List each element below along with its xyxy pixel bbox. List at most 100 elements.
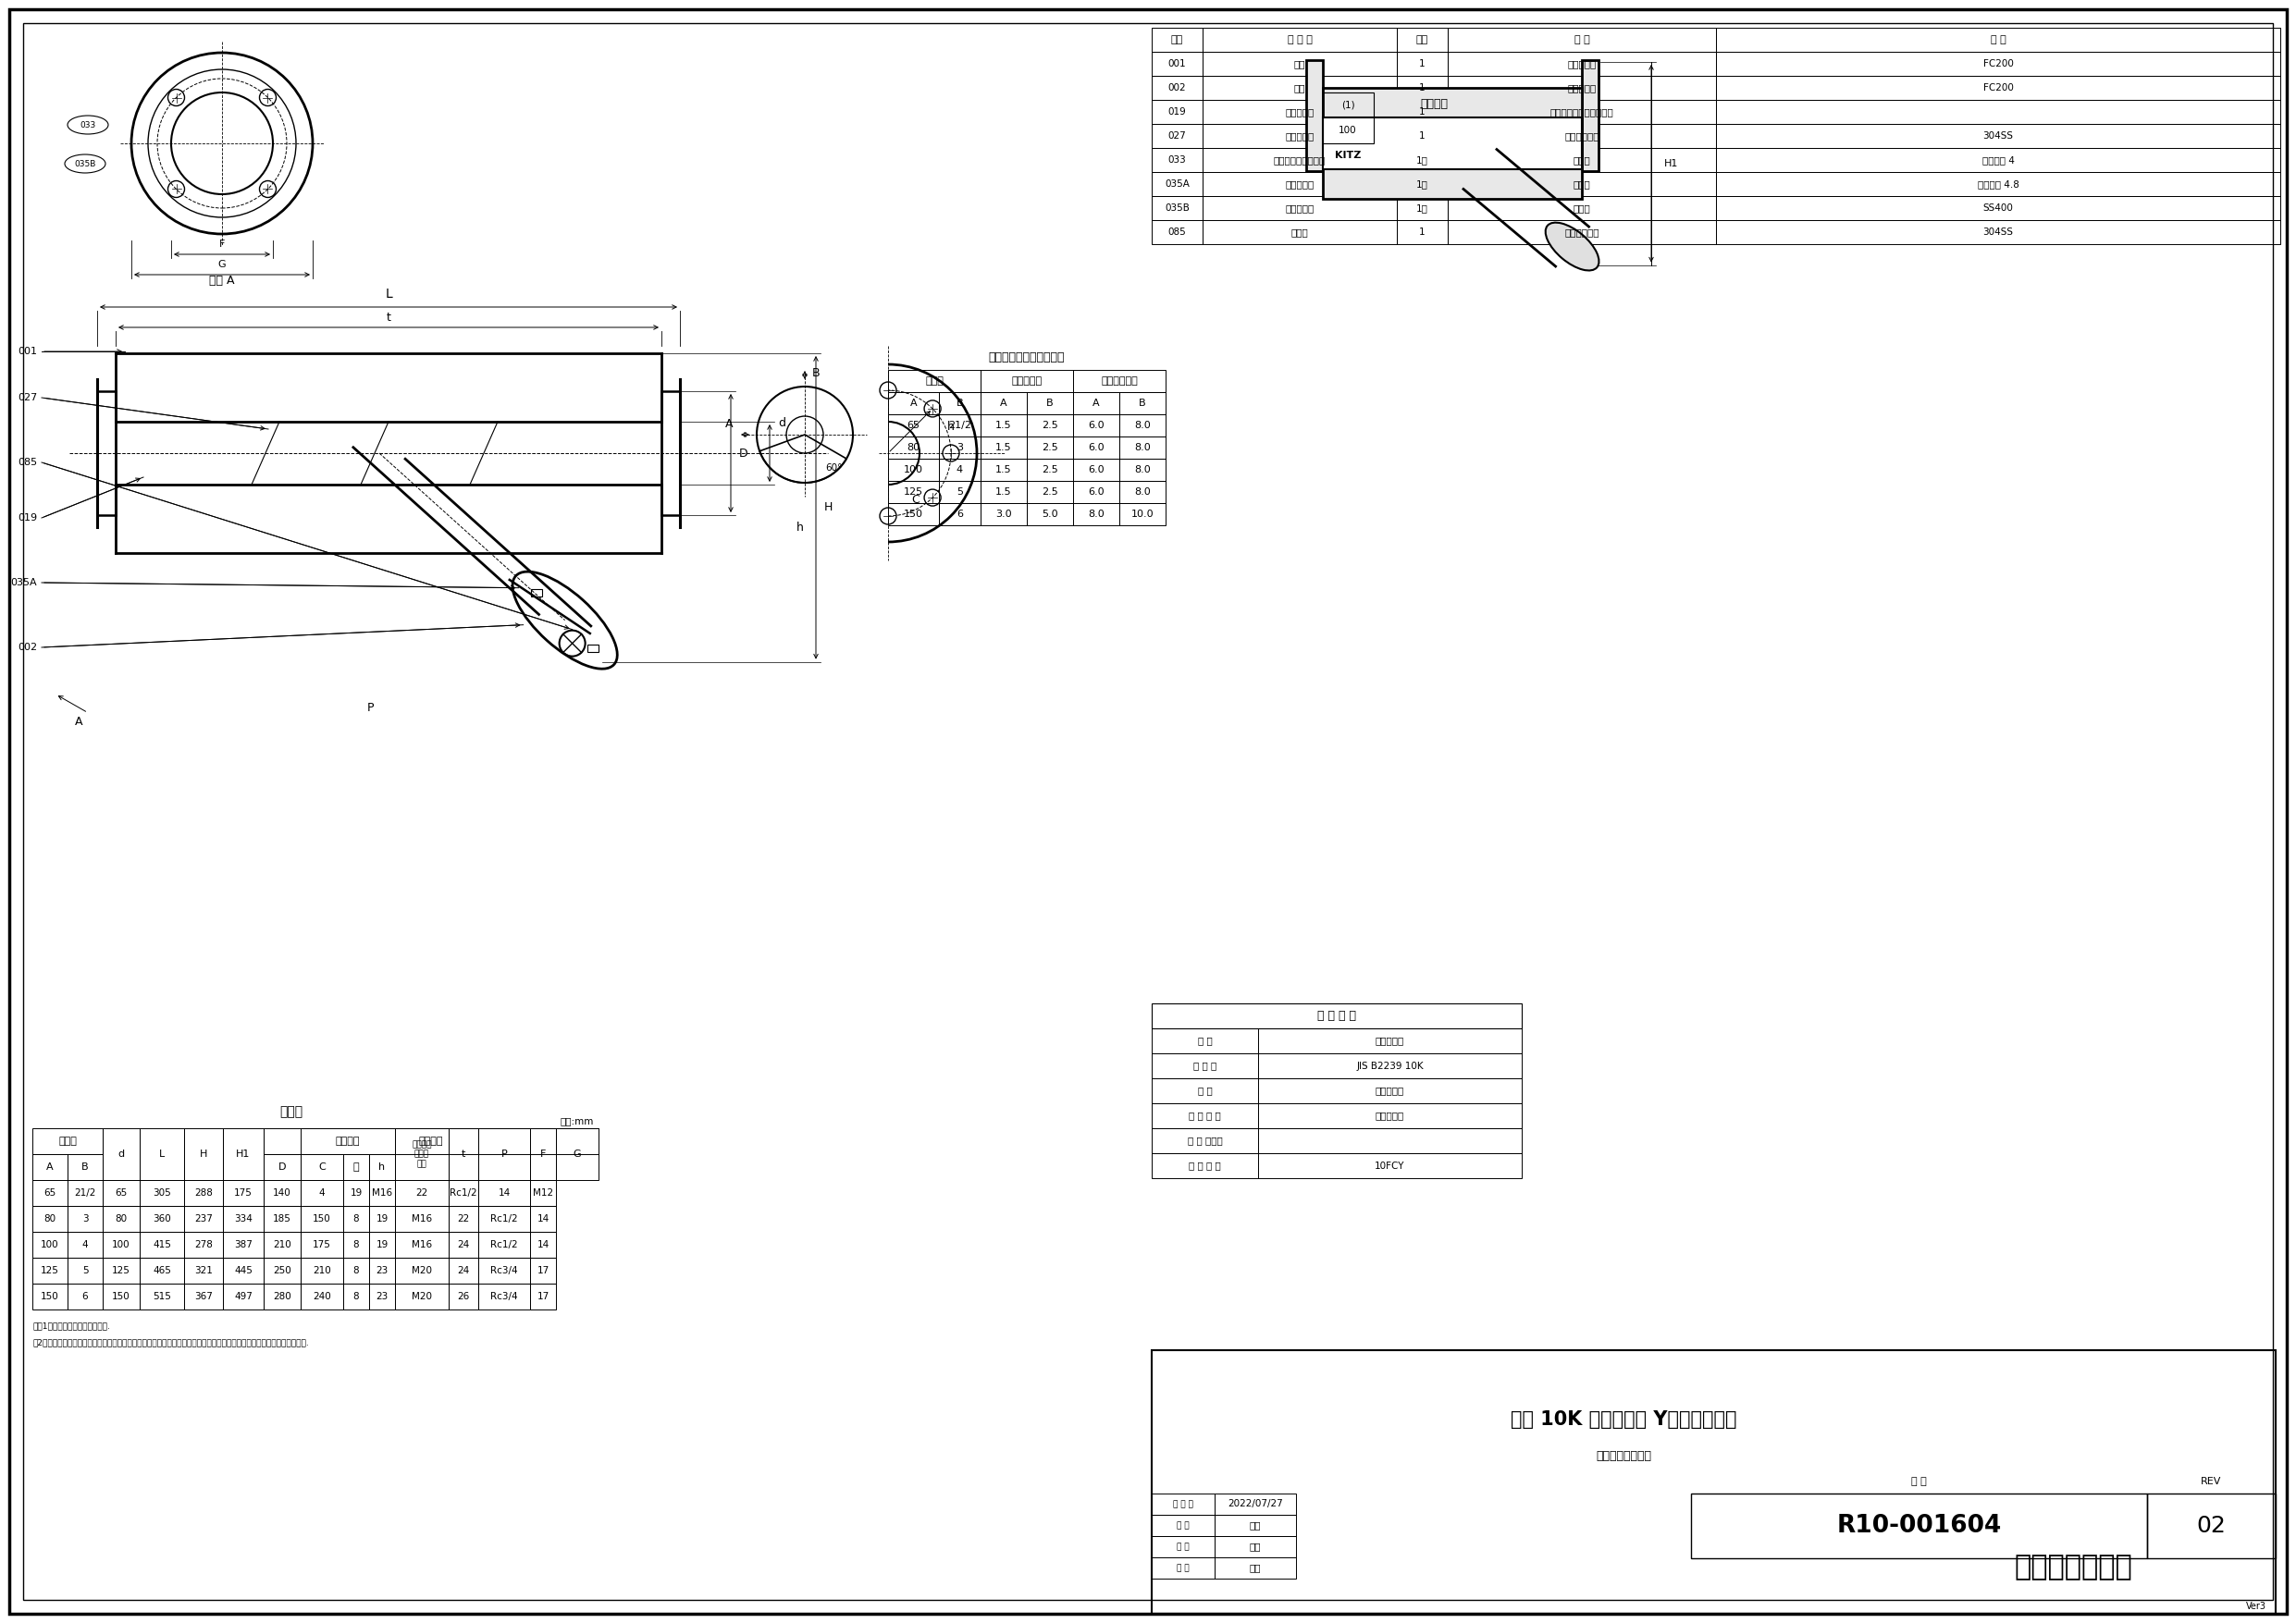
Text: B: B xyxy=(1047,399,1054,407)
Bar xyxy=(370,1258,395,1284)
Text: 4: 4 xyxy=(957,466,962,474)
Text: SS400: SS400 xyxy=(1984,203,2014,213)
Text: P: P xyxy=(501,1149,507,1159)
Bar xyxy=(1203,221,1396,243)
Text: 部番: 部番 xyxy=(1171,36,1182,44)
Bar xyxy=(32,1258,67,1284)
Bar xyxy=(1153,196,1203,221)
Bar xyxy=(223,1206,264,1232)
Bar xyxy=(1215,1558,1295,1579)
Bar xyxy=(395,1284,448,1310)
Bar xyxy=(140,1128,184,1180)
Text: 圧 力 検 査: 圧 力 検 査 xyxy=(1189,1112,1221,1120)
Text: M16: M16 xyxy=(411,1214,432,1224)
Text: 415: 415 xyxy=(154,1240,172,1250)
Text: 80: 80 xyxy=(44,1214,55,1224)
Ellipse shape xyxy=(1545,222,1598,271)
Bar xyxy=(67,1180,103,1206)
Text: 001: 001 xyxy=(18,347,37,355)
Bar xyxy=(32,1180,67,1206)
Bar xyxy=(1715,148,2280,172)
Text: ふた: ふた xyxy=(1295,83,1306,93)
Text: Rc1/2: Rc1/2 xyxy=(450,1188,478,1198)
Text: 497: 497 xyxy=(234,1292,253,1302)
Text: 3: 3 xyxy=(83,1214,87,1224)
Text: D: D xyxy=(278,1162,287,1172)
Text: 2.5: 2.5 xyxy=(1042,466,1058,474)
Bar xyxy=(1449,28,1715,52)
Bar xyxy=(980,437,1026,459)
Text: (1): (1) xyxy=(1341,101,1355,109)
Text: 65: 65 xyxy=(907,420,921,430)
Bar xyxy=(530,1258,556,1284)
Text: F: F xyxy=(218,240,225,248)
Text: H1: H1 xyxy=(1665,159,1678,169)
Text: 管 接 続: 管 接 続 xyxy=(1194,1061,1217,1071)
Text: 035A: 035A xyxy=(11,578,37,588)
Text: 033: 033 xyxy=(80,120,96,128)
Text: B: B xyxy=(813,367,820,378)
Text: 019: 019 xyxy=(1169,107,1187,117)
Bar xyxy=(478,1284,530,1310)
Bar xyxy=(1153,1078,1258,1104)
Bar xyxy=(1026,393,1072,414)
Text: 150: 150 xyxy=(312,1214,331,1224)
Bar xyxy=(1026,459,1072,480)
Bar xyxy=(1715,76,2280,101)
Text: G: G xyxy=(218,260,225,269)
Bar xyxy=(1072,480,1120,503)
Bar xyxy=(184,1128,223,1180)
Text: FC200: FC200 xyxy=(1984,58,2014,68)
Bar xyxy=(1203,123,1396,148)
Text: 2.5: 2.5 xyxy=(1042,420,1058,430)
Text: 6.0: 6.0 xyxy=(1088,443,1104,453)
Text: M20: M20 xyxy=(411,1266,432,1276)
Bar xyxy=(1396,76,1449,101)
Text: 445: 445 xyxy=(234,1266,253,1276)
Bar xyxy=(1153,1003,1522,1029)
Text: h: h xyxy=(379,1162,386,1172)
Bar xyxy=(223,1258,264,1284)
Text: 8.0: 8.0 xyxy=(1134,420,1150,430)
Text: A: A xyxy=(76,716,83,729)
Text: 22: 22 xyxy=(416,1188,427,1198)
Text: 5.0: 5.0 xyxy=(1042,510,1058,519)
Text: h: h xyxy=(797,521,804,532)
Bar xyxy=(301,1154,342,1180)
Text: B: B xyxy=(83,1162,90,1172)
Bar xyxy=(1715,52,2280,76)
Bar xyxy=(889,437,939,459)
Bar xyxy=(1449,52,1715,76)
Text: 60°: 60° xyxy=(824,464,843,472)
Text: 22: 22 xyxy=(457,1214,471,1224)
Text: キッツ標準: キッツ標準 xyxy=(1375,1112,1405,1120)
Bar xyxy=(1715,101,2280,123)
Bar xyxy=(530,1128,556,1180)
Bar xyxy=(980,370,1072,393)
Text: 非石綿シートガスケット: 非石綿シートガスケット xyxy=(1550,107,1614,117)
Bar xyxy=(1322,88,1582,200)
Bar xyxy=(1153,101,1203,123)
Text: メッシュ付き: メッシュ付き xyxy=(1102,377,1139,386)
Bar xyxy=(1582,60,1598,170)
Bar xyxy=(1396,28,1449,52)
Bar xyxy=(1153,76,1203,101)
Text: L: L xyxy=(158,1149,165,1159)
Bar xyxy=(889,393,939,414)
Bar xyxy=(1153,1350,2275,1613)
Text: 1.5: 1.5 xyxy=(996,443,1013,453)
Text: 数: 数 xyxy=(354,1162,358,1172)
Bar xyxy=(1449,221,1715,243)
Bar xyxy=(67,1284,103,1310)
Text: B: B xyxy=(955,399,964,407)
Text: 23: 23 xyxy=(377,1292,388,1302)
Text: Ver3: Ver3 xyxy=(2245,1602,2266,1612)
Bar xyxy=(1692,1493,2147,1558)
Bar xyxy=(1153,172,1203,196)
Text: 80: 80 xyxy=(115,1214,126,1224)
Text: h: h xyxy=(948,420,955,433)
Text: M12: M12 xyxy=(533,1188,553,1198)
Bar xyxy=(1715,123,2280,148)
Text: M20: M20 xyxy=(411,1292,432,1302)
Bar xyxy=(184,1206,223,1232)
